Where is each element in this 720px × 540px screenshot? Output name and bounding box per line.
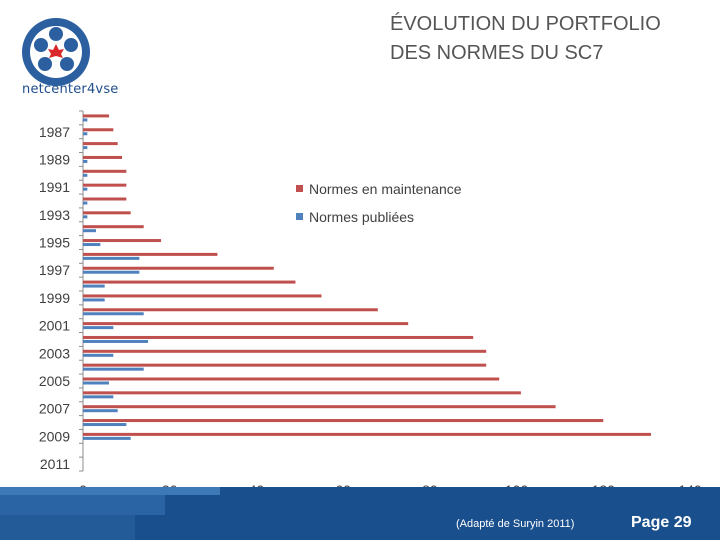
page-number: Page 29 [631, 514, 692, 531]
bar-maintenance-2001 [83, 322, 409, 326]
bar-maintenance-1997 [83, 266, 274, 270]
y-tick-label-1999: 1999 [39, 290, 70, 306]
bar-maintenance-1988 [83, 142, 118, 146]
bar-published-1995 [83, 243, 101, 247]
legend-label-0: Normes en maintenance [309, 181, 462, 197]
bar-published-1987 [83, 132, 88, 136]
bar-published-1993 [83, 215, 88, 219]
bar-maintenance-1995 [83, 239, 162, 243]
bar-published-2001 [83, 326, 114, 330]
page-title: ÉVOLUTION DU PORTFOLIO DES NORMES DU SC7 [390, 10, 720, 68]
legend-swatch-0 [296, 185, 303, 192]
y-tick-label-2009: 2009 [39, 428, 70, 444]
bar-published-1996 [83, 256, 140, 260]
x-tick-label-120: 120 [592, 482, 616, 487]
maple-leaf-icon [48, 44, 64, 58]
bar-published-1989 [83, 159, 88, 163]
bar-maintenance-2004 [83, 363, 487, 367]
bar-published-1997 [83, 270, 140, 274]
bar-maintenance-1986 [83, 114, 110, 118]
x-tick-label-40: 40 [249, 482, 265, 487]
y-tick-label-1997: 1997 [39, 262, 70, 278]
logo-text: netcenter4vse [22, 82, 119, 97]
y-tick-label-2007: 2007 [39, 401, 70, 417]
bar-maintenance-1990 [83, 169, 127, 173]
legend-swatch-1 [296, 213, 303, 220]
x-tick-label-0: 0 [79, 482, 87, 487]
bar-published-2005 [83, 381, 110, 385]
bar-published-2003 [83, 353, 114, 357]
y-tick-label-1991: 1991 [39, 179, 70, 195]
bar-published-2002 [83, 339, 149, 343]
y-tick-label-1987: 1987 [39, 124, 70, 140]
y-tick-label-1995: 1995 [39, 235, 70, 251]
bar-published-1990 [83, 173, 88, 177]
bar-maintenance-2007 [83, 405, 556, 409]
bar-maintenance-1987 [83, 128, 114, 132]
bar-maintenance-2005 [83, 377, 500, 381]
y-tick-label-2011: 2011 [40, 456, 70, 472]
bar-published-1988 [83, 146, 88, 150]
bar-maintenance-2008 [83, 419, 604, 423]
bar-maintenance-2009 [83, 432, 651, 436]
x-tick-label-20: 20 [162, 482, 178, 487]
bar-published-1986 [83, 118, 88, 122]
y-tick-label-2001: 2001 [39, 318, 70, 334]
title-line-1: ÉVOLUTION DU PORTFOLIO [390, 13, 661, 35]
legend-label-1: Normes publiées [309, 209, 414, 225]
x-tick-label-140: 140 [678, 482, 702, 487]
y-tick-label-1993: 1993 [39, 207, 70, 223]
bar-published-2009 [83, 436, 131, 440]
x-tick-label-60: 60 [335, 482, 351, 487]
source-citation: (Adapté de Suryin 2011) [456, 518, 575, 530]
bar-maintenance-1998 [83, 280, 296, 284]
bar-maintenance-1996 [83, 252, 218, 256]
x-tick-label-80: 80 [422, 482, 438, 487]
y-tick-label-2003: 2003 [39, 345, 70, 361]
y-tick-label-1989: 1989 [39, 151, 70, 167]
bar-maintenance-2006 [83, 391, 521, 395]
bar-published-2006 [83, 395, 114, 399]
bar-maintenance-2003 [83, 349, 487, 353]
bar-published-1992 [83, 201, 88, 205]
logo [22, 18, 90, 86]
bar-published-1994 [83, 229, 97, 233]
bar-published-1999 [83, 298, 105, 302]
bar-published-2000 [83, 312, 144, 316]
bar-maintenance-1999 [83, 294, 322, 298]
x-tick-label-100: 100 [505, 482, 529, 487]
bar-published-2007 [83, 409, 118, 413]
bar-published-2008 [83, 423, 127, 427]
bar-chart: 1987 1989 1991 1993 1995 1997 1999 2001 2003 2005… [39, 110, 702, 487]
bar-maintenance-1991 [83, 183, 127, 187]
bar-published-1991 [83, 187, 88, 191]
bar-maintenance-2002 [83, 335, 474, 339]
bar-maintenance-1994 [83, 225, 144, 229]
bar-maintenance-1989 [83, 155, 123, 159]
bar-maintenance-2000 [83, 308, 378, 312]
bar-maintenance-1993 [83, 211, 131, 215]
title-line-2: DES NORMES DU SC7 [390, 42, 604, 64]
bar-maintenance-1992 [83, 197, 127, 201]
bar-published-1998 [83, 284, 105, 288]
y-tick-label-2005: 2005 [39, 373, 70, 389]
bar-published-2004 [83, 367, 144, 371]
